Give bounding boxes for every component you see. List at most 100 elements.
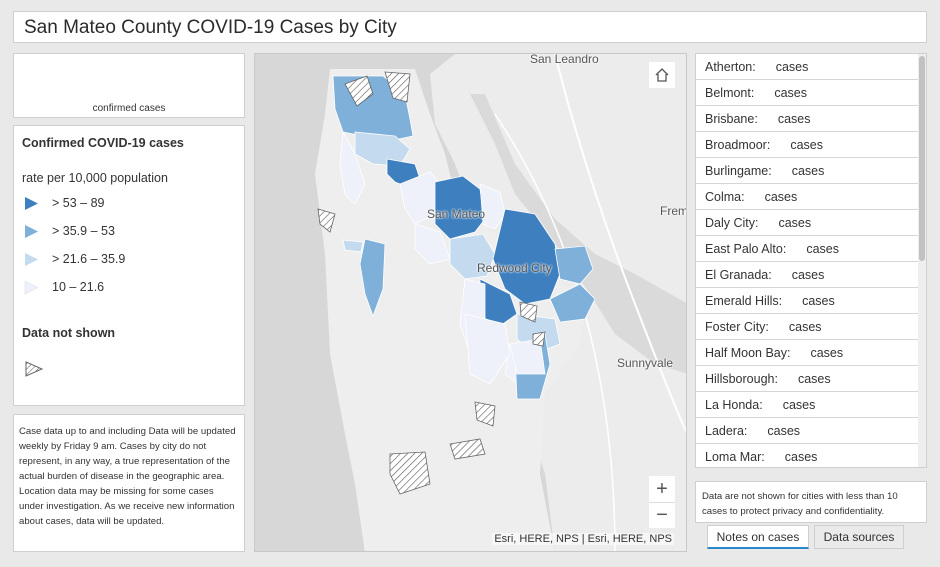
city-cases: cases xyxy=(806,241,839,256)
legend-swatch-shape xyxy=(25,224,38,238)
notes-text: Case data up to and including Data will … xyxy=(19,426,236,527)
city-name: La Honda: xyxy=(705,397,763,412)
city-east-palo-alto xyxy=(554,245,594,285)
hatched-area xyxy=(532,331,546,347)
city-pacifica xyxy=(339,130,366,205)
tab-data-sources[interactable]: Data sources xyxy=(814,525,904,549)
city-cases: cases xyxy=(782,397,816,412)
legend-swatch-3 xyxy=(25,252,38,266)
city-name: Ladera: xyxy=(705,423,748,438)
legend-swatch-shape xyxy=(25,196,38,210)
tab-notes-on-cases[interactable]: Notes on cases xyxy=(707,525,809,549)
list-item[interactable]: La Honda: cases xyxy=(696,392,918,418)
city-name: El Granada: xyxy=(705,267,772,282)
list-item[interactable]: Ladera: cases xyxy=(696,418,918,444)
scrollbar-thumb[interactable] xyxy=(919,56,925,261)
city-name: Foster City: xyxy=(705,319,769,334)
city-hillsborough xyxy=(414,223,451,265)
hatched-area xyxy=(384,71,411,103)
list-item[interactable]: Atherton: cases xyxy=(696,54,918,80)
list-item[interactable]: El Granada: cases xyxy=(696,262,918,288)
city-cases: cases xyxy=(791,267,825,282)
list-item[interactable]: Broadmoor: cases xyxy=(696,132,918,158)
city-name: Belmont: xyxy=(705,85,755,100)
map-label-sunnyvale: Sunnyvale xyxy=(617,356,674,370)
list-item[interactable]: Hillsborough: cases xyxy=(696,366,918,392)
zoom-in-button[interactable]: + xyxy=(656,477,668,500)
legend-swatch-shape xyxy=(25,252,38,266)
header-panel: San Mateo County COVID-19 Cases by City xyxy=(13,11,927,43)
list-item[interactable]: Loma Mar: cases xyxy=(696,444,918,467)
legend-class-label: 10 – 21.6 xyxy=(52,280,105,294)
city-name: Loma Mar: xyxy=(705,449,765,464)
hatched-area xyxy=(344,75,374,107)
city-menlo-park xyxy=(549,283,596,323)
city-list-scrollbar[interactable] xyxy=(918,54,926,467)
privacy-note-text: Data are not shown for cities with less … xyxy=(702,491,898,517)
city-cases: cases xyxy=(764,189,798,204)
map-attribution: Esri, HERE, NPS | Esri, HERE, NPS xyxy=(492,533,674,545)
city-san-mateo xyxy=(434,175,486,240)
zoom-out-button[interactable]: − xyxy=(649,502,675,528)
page-title: San Mateo County COVID-19 Cases by City xyxy=(24,17,397,38)
legend-class-1: > 53 – 89 xyxy=(24,194,104,212)
list-item[interactable]: East Palo Alto: cases xyxy=(696,236,918,262)
legend-class-2: > 35.9 – 53 xyxy=(24,222,115,240)
hatch-pattern-icon xyxy=(25,361,44,377)
city-name: Daly City: xyxy=(705,215,759,230)
city-name: Hillsborough: xyxy=(705,371,778,386)
city-cases: cases xyxy=(788,319,822,334)
city-name: Atherton: xyxy=(705,59,756,74)
city-el-granada xyxy=(342,239,364,253)
home-button[interactable] xyxy=(649,62,675,88)
city-cases: cases xyxy=(784,449,818,464)
zoom-control: + − xyxy=(649,476,675,528)
hatched-area xyxy=(519,301,538,323)
legend-swatch-shape xyxy=(24,280,39,294)
list-item[interactable]: Burlingame: cases xyxy=(696,158,918,184)
list-item[interactable]: Colma: cases xyxy=(696,184,918,210)
city-cases: cases xyxy=(791,163,825,178)
city-foster-city xyxy=(479,183,506,230)
list-item[interactable]: Half Moon Bay: cases xyxy=(696,340,918,366)
legend-class-4: 10 – 21.6 xyxy=(24,278,104,296)
hatched-area xyxy=(317,208,336,233)
map-view[interactable]: San Leandro San Mateo Frem Redwood City … xyxy=(254,53,687,552)
list-item[interactable]: Brisbane: cases xyxy=(696,106,918,132)
map-label-fremont: Frem xyxy=(660,204,687,218)
notes-panel: Case data up to and including Data will … xyxy=(13,414,245,552)
legend-swatch-4 xyxy=(24,280,39,294)
legend-class-label: > 53 – 89 xyxy=(52,196,105,210)
hatched-area xyxy=(449,438,486,460)
list-item[interactable]: Belmont: cases xyxy=(696,80,918,106)
map-label-san-leandro: San Leandro xyxy=(530,53,599,66)
city-cases: cases xyxy=(777,111,811,126)
list-item[interactable]: Daly City: cases xyxy=(696,210,918,236)
city-sequoia xyxy=(509,338,546,375)
privacy-note-panel: Data are not shown for cities with less … xyxy=(695,481,927,523)
city-cases: cases xyxy=(810,345,844,360)
list-item[interactable]: Foster City: cases xyxy=(696,314,918,340)
city-name: Brisbane: xyxy=(705,111,758,126)
city-half-moon-bay xyxy=(359,238,386,318)
basemap xyxy=(255,54,686,551)
legend-class-label: > 35.9 – 53 xyxy=(52,224,115,238)
legend-class-3: > 21.6 – 35.9 xyxy=(24,250,125,268)
legend-swatch-2 xyxy=(25,224,38,238)
peninsula-land xyxy=(315,69,585,551)
city-belmont xyxy=(449,233,496,280)
city-name: Colma: xyxy=(705,189,745,204)
city-cases: cases xyxy=(778,215,812,230)
city-name: Burlingame: xyxy=(705,163,772,178)
data-not-shown-title: Data not shown xyxy=(22,326,116,340)
list-item[interactable]: Emerald Hills: cases xyxy=(696,288,918,314)
city-cases: cases xyxy=(802,293,835,308)
legend-title: Confirmed COVID-19 cases xyxy=(22,136,184,150)
city-list[interactable]: Atherton: cases Belmont: cases Brisbane: ca… xyxy=(695,53,927,468)
legend-panel: Confirmed COVID-19 cases rate per 10,000… xyxy=(13,125,245,406)
city-cases: cases xyxy=(797,371,831,386)
legend-swatch-1 xyxy=(25,196,38,210)
hatched-area xyxy=(474,401,496,427)
city-name: East Palo Alto: xyxy=(705,241,787,256)
